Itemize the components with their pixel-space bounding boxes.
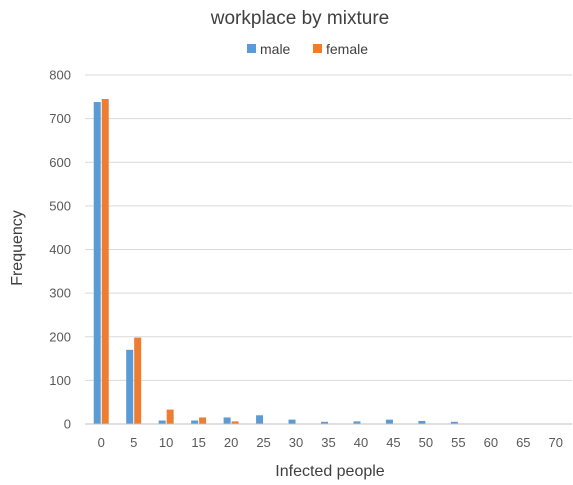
chart-title: workplace by mixture xyxy=(210,8,389,29)
x-tick-label: 45 xyxy=(386,435,400,450)
x-tick-label: 15 xyxy=(191,435,205,450)
bar-male-30 xyxy=(288,419,296,424)
bar-male-50 xyxy=(418,420,426,424)
bar-male-25 xyxy=(256,415,264,424)
legend-swatch-male xyxy=(247,44,256,53)
bar-female-5 xyxy=(134,337,142,424)
x-tick-label: 0 xyxy=(98,435,105,450)
bar-male-55 xyxy=(450,421,458,424)
y-axis-title: Frequency xyxy=(9,210,26,286)
bar-female-0 xyxy=(101,98,109,425)
y-tick-label: 600 xyxy=(49,155,71,170)
x-tick-label: 70 xyxy=(549,435,563,450)
bar-male-35 xyxy=(321,421,328,424)
bar-male-45 xyxy=(385,419,393,424)
bars xyxy=(93,98,491,425)
y-tick-label: 0 xyxy=(64,417,71,432)
bar-male-0 xyxy=(93,102,101,425)
bar-male-5 xyxy=(126,349,134,424)
y-tick-label: 200 xyxy=(49,329,71,344)
bar-female-15 xyxy=(199,417,207,424)
x-tick-label: 65 xyxy=(516,435,530,450)
x-tick-label: 40 xyxy=(354,435,368,450)
x-tick-label: 60 xyxy=(484,435,498,450)
bar-female-20 xyxy=(231,421,239,424)
x-tick-label: 50 xyxy=(419,435,433,450)
x-tick-label: 35 xyxy=(321,435,335,450)
y-tick-label: 300 xyxy=(49,286,71,301)
y-axis-ticks: 0 100 200 300 400 500 600 700 800 xyxy=(49,68,71,432)
legend-label-female: female xyxy=(326,41,368,57)
bar-male-10 xyxy=(158,420,166,424)
x-tick-label: 30 xyxy=(289,435,303,450)
legend: male female xyxy=(247,41,368,57)
bar-male-15 xyxy=(191,420,199,424)
x-tick-label: 10 xyxy=(159,435,173,450)
bar-female-10 xyxy=(166,409,174,424)
y-tick-label: 700 xyxy=(49,111,71,126)
y-tick-label: 800 xyxy=(49,68,71,83)
x-tick-label: 5 xyxy=(130,435,137,450)
legend-label-male: male xyxy=(260,41,291,57)
x-axis-title: Infected people xyxy=(275,463,385,480)
y-tick-label: 100 xyxy=(49,373,71,388)
legend-swatch-female xyxy=(313,44,322,53)
y-tick-label: 400 xyxy=(49,242,71,257)
x-axis-ticks: 0 5 10 15 20 25 30 35 40 45 50 55 60 65 70 xyxy=(98,435,563,450)
x-tick-label: 20 xyxy=(224,435,238,450)
bar-male-40 xyxy=(353,421,361,424)
bar-male-20 xyxy=(223,417,231,424)
y-tick-label: 500 xyxy=(49,198,71,213)
x-tick-label: 55 xyxy=(451,435,465,450)
gridlines xyxy=(85,74,572,381)
x-tick-label: 25 xyxy=(256,435,270,450)
